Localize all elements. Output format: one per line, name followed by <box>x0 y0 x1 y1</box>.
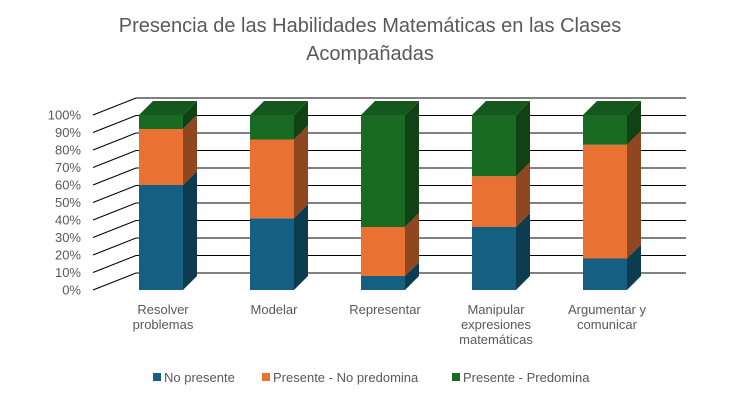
bar-side <box>405 213 419 276</box>
x-tick-label: matemáticas <box>459 332 533 347</box>
bar-front <box>250 115 294 140</box>
bar-segment <box>583 101 641 145</box>
bar-front <box>139 115 183 129</box>
bar-front <box>139 185 183 290</box>
bar-side <box>294 125 308 219</box>
bar-side <box>183 101 197 129</box>
chart-title-line: Presencia de las Habilidades Matemáticas… <box>119 15 621 37</box>
bar-segment <box>250 204 308 290</box>
x-tick-label: expresiones <box>461 317 532 332</box>
x-tick-label: comunicar <box>577 317 638 332</box>
bar-segment <box>472 213 530 290</box>
bar-stack <box>139 101 197 290</box>
bar-top <box>583 101 641 115</box>
y-tick-label: 30% <box>55 230 81 245</box>
x-tick-label: Modelar <box>251 302 299 317</box>
chart-title: Presencia de las Habilidades Matemáticas… <box>119 15 621 65</box>
bar-side <box>183 171 197 290</box>
bar-segment <box>250 125 308 219</box>
bar-front <box>250 139 294 219</box>
y-tick-label: 100% <box>48 108 82 123</box>
legend-swatch <box>153 373 161 381</box>
bar-front <box>139 129 183 185</box>
chart-title-line: Acompañadas <box>306 43 434 65</box>
bar-segment <box>361 262 419 290</box>
bar-side <box>627 130 641 259</box>
bar-front <box>472 227 516 290</box>
bar-side <box>294 101 308 140</box>
legend-label: Presente - No predomina <box>273 370 419 385</box>
y-tick-label: 90% <box>55 125 81 140</box>
x-tick-label: Resolver <box>137 302 189 317</box>
bar-side <box>294 204 308 290</box>
bar-front <box>583 258 627 290</box>
y-tick-label: 80% <box>55 143 81 158</box>
legend-item: Presente - No predomina <box>262 370 419 385</box>
bar-segment <box>139 101 197 129</box>
legend-swatch <box>452 373 460 381</box>
bar-side <box>183 115 197 185</box>
bar-side <box>627 101 641 145</box>
bars <box>139 101 641 290</box>
y-tick-label: 10% <box>55 265 81 280</box>
bar-front <box>361 227 405 276</box>
bar-segment <box>250 101 308 140</box>
bar-stack <box>361 101 419 290</box>
bar-segment <box>139 115 197 185</box>
x-tick-label: Representar <box>349 302 421 317</box>
x-tick-label: Argumentar y <box>568 302 647 317</box>
y-axis-ticks: 0% 10% 20% 30% 40% 50% 60% 70% 80% 90% 100% <box>48 108 82 298</box>
bar-top <box>361 101 419 115</box>
bar-top <box>472 101 530 115</box>
y-tick-label: 50% <box>55 195 81 210</box>
legend-item: No presente <box>153 370 235 385</box>
bar-front <box>583 144 627 259</box>
y-tick-label: 0% <box>62 283 81 298</box>
bar-front <box>361 115 405 227</box>
y-tick-label: 70% <box>55 160 81 175</box>
bar-side <box>405 101 419 227</box>
bar-side <box>516 213 530 290</box>
bar-segment <box>583 130 641 259</box>
y-tick-label: 20% <box>55 248 81 263</box>
bar-segment <box>361 213 419 276</box>
bar-segment <box>583 244 641 290</box>
legend: No presente Presente - No predomina Presen… <box>153 370 590 385</box>
bar-segment <box>472 162 530 227</box>
bar-top <box>139 101 197 115</box>
bar-stack <box>250 101 308 290</box>
y-tick-label: 40% <box>55 213 81 228</box>
bar-segment <box>139 171 197 290</box>
legend-item: Presente - Predomina <box>452 370 590 385</box>
bar-side <box>516 162 530 227</box>
bar-front <box>361 276 405 290</box>
legend-swatch <box>262 373 270 381</box>
x-tick-label: problemas <box>133 317 194 332</box>
gridline <box>92 97 686 116</box>
bar-stack <box>472 101 530 290</box>
bar-front <box>472 115 516 177</box>
x-tick-label: Manipular <box>467 302 525 317</box>
bar-segment <box>361 101 419 227</box>
bar-segment <box>472 101 530 177</box>
bar-front <box>472 176 516 227</box>
bar-side <box>405 262 419 290</box>
y-tick-label: 60% <box>55 178 81 193</box>
bar-side <box>516 101 530 177</box>
bar-front <box>583 115 627 145</box>
legend-label: Presente - Predomina <box>463 370 590 385</box>
bar-front <box>250 218 294 290</box>
bar-side <box>627 244 641 290</box>
bar-stack <box>583 101 641 290</box>
bar-top <box>250 101 308 115</box>
legend-label: No presente <box>164 370 235 385</box>
